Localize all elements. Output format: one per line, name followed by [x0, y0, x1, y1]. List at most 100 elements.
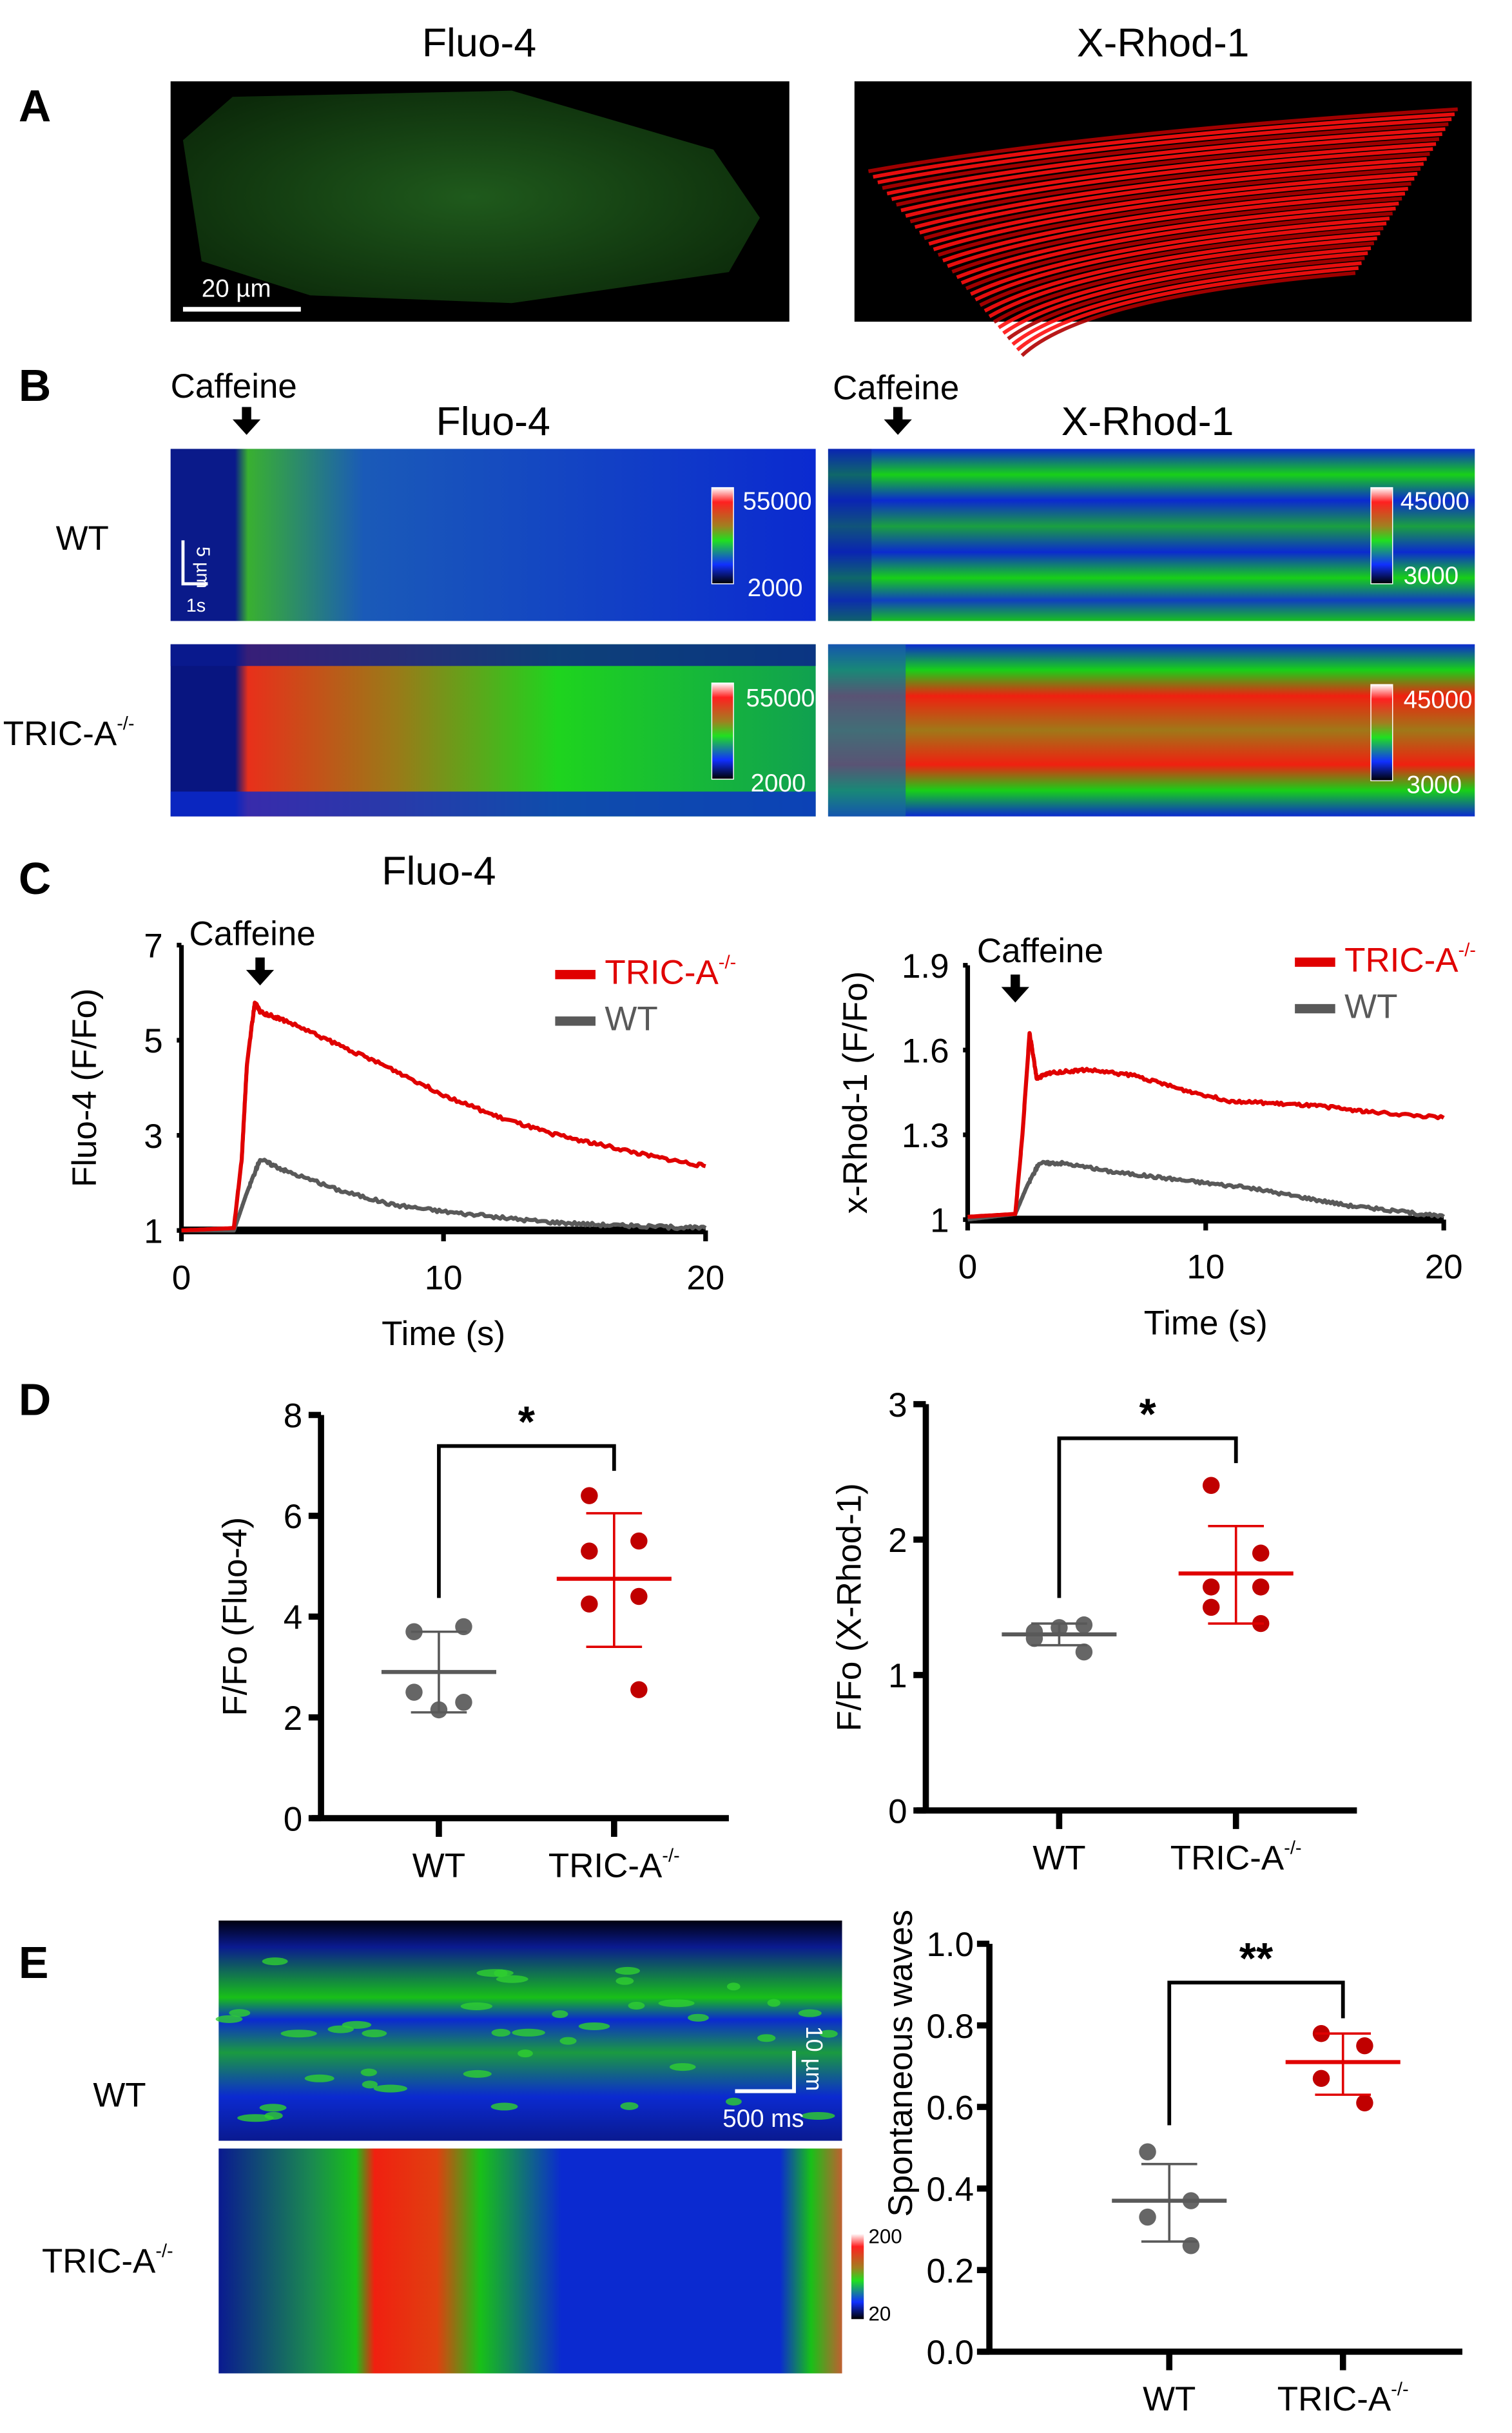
- data-point: [1139, 2208, 1156, 2226]
- fibre: [974, 221, 1387, 302]
- y-tick-label: 4: [284, 1599, 302, 1637]
- y-tick-label: 1: [144, 1212, 162, 1250]
- data-point: [1202, 1477, 1220, 1494]
- y-tick-label: 3: [888, 1386, 907, 1424]
- x-tick-label: TRIC-A-/-: [1170, 1838, 1302, 1877]
- wave-spark: [496, 1975, 528, 1983]
- y-axis-label: F/Fo (Fluo-4): [217, 1517, 255, 1716]
- scale-bar-x-label: 500 ms: [722, 2105, 804, 2133]
- wave-spark: [669, 2063, 696, 2071]
- y-tick-label: 0.8: [926, 2008, 974, 2046]
- wave-spark: [552, 2010, 568, 2019]
- wave-spark: [726, 2097, 742, 2106]
- svg-text:2000: 2000: [751, 770, 806, 797]
- svg-text:2000: 2000: [748, 574, 803, 602]
- x-axis-label: Time (s): [1144, 1304, 1268, 1342]
- panel-a-title-fluo4: Fluo-4: [422, 21, 536, 66]
- colorbar-xrhod1-wt: 45000 3000: [1370, 487, 1469, 590]
- svg-text:45000: 45000: [1404, 686, 1473, 713]
- wave-spark: [559, 2037, 577, 2045]
- legend-swatch: [555, 1016, 596, 1026]
- panel-label-d: D: [19, 1374, 51, 1424]
- fibre: [900, 142, 1437, 213]
- y-tick-label: 0.2: [926, 2252, 974, 2290]
- wave-spark: [215, 2015, 243, 2023]
- scale-bar-y-label: 10 µm: [801, 2026, 828, 2091]
- svg-text:55000: 55000: [743, 487, 812, 515]
- wave-spark: [615, 1966, 640, 1975]
- wave-spark: [767, 1999, 780, 2007]
- wave-spark: [798, 2009, 822, 2017]
- fibre: [993, 241, 1375, 324]
- row-label-wt: WT: [93, 2077, 146, 2115]
- caffeine-label: Caffeine: [977, 932, 1103, 970]
- scale-bar-label: 20 µm: [202, 275, 271, 303]
- caffeine-label: Caffeine: [189, 915, 316, 953]
- x-tick-label: TRIC-A-/-: [548, 1846, 680, 1885]
- panel-b-title-fluo4: Fluo-4: [436, 399, 550, 444]
- colorbar-fluo4-wt: 55000 2000: [711, 487, 812, 602]
- fibre: [979, 226, 1384, 307]
- fibre: [997, 246, 1371, 329]
- linescan-xrhod1-tric: [828, 644, 1475, 817]
- x-tick-label: 20: [686, 1259, 724, 1297]
- scale-bar: [735, 2051, 796, 2093]
- scale-bar-x-label: 1s: [186, 596, 206, 616]
- wave-spark: [229, 2009, 251, 2017]
- y-tick-label: 1: [888, 1657, 907, 1695]
- y-tick-label: 1.3: [902, 1117, 949, 1155]
- fibre: [1002, 251, 1368, 335]
- wave-spark: [360, 2068, 377, 2077]
- significance-bracket: [1057, 1436, 1238, 1598]
- linescan-xrhod1-wt: [828, 449, 1475, 621]
- chart-xrhod1-peak: 0 1 2 3 F/Fo (X-Rhod-1) WT TRIC-A-/- *: [830, 1386, 1357, 1877]
- wave-spark: [512, 2028, 545, 2037]
- significance-marker: *: [1139, 1390, 1156, 1439]
- y-axis-label: Spontaneous waves: [882, 1910, 920, 2217]
- chart-xrhod1-trace: 1 1.3 1.6 1.9 0 10 20 Time (s) x-Rhod-1 (F/Fo) Ca…: [837, 932, 1476, 1342]
- legend-label: TRIC-A-/-: [1344, 940, 1476, 980]
- linescan-waves-tric: [218, 2148, 842, 2374]
- x-tick-label: TRIC-A-/-: [1277, 2379, 1409, 2418]
- fibre: [1007, 256, 1365, 340]
- wave-spark: [620, 2102, 639, 2110]
- fibre: [988, 236, 1377, 318]
- fibre: [877, 117, 1452, 184]
- wave-spark: [259, 2104, 287, 2112]
- wave-spark: [362, 2029, 387, 2037]
- wave-spark: [491, 2028, 510, 2037]
- legend-label: WT: [605, 1000, 657, 1038]
- arrow-down-icon: [884, 407, 912, 435]
- fibre: [933, 177, 1415, 251]
- wave-spark: [264, 2111, 283, 2120]
- wave-spark: [615, 1977, 634, 1985]
- x-tick-label: 20: [1425, 1248, 1463, 1286]
- wave-spark: [757, 2034, 776, 2042]
- data-point: [1356, 2094, 1373, 2112]
- fibre: [909, 151, 1430, 224]
- data-point: [1202, 1598, 1220, 1616]
- panel-b-title-xrhod1: X-Rhod-1: [1061, 399, 1234, 444]
- data-point: [1075, 1643, 1093, 1661]
- data-point: [630, 1532, 648, 1550]
- wave-spark: [518, 2050, 533, 2058]
- y-tick-label: 8: [284, 1397, 302, 1435]
- y-axis-label: x-Rhod-1 (F/Fo): [837, 971, 875, 1214]
- series-line-wt: [967, 1159, 1446, 1222]
- legend-label: WT: [1344, 988, 1397, 1026]
- svg-text:20: 20: [868, 2303, 891, 2325]
- y-tick-label: 0.4: [926, 2171, 974, 2209]
- wave-spark: [688, 2013, 709, 2022]
- data-point: [581, 1595, 598, 1613]
- fibre: [956, 201, 1399, 280]
- x-tick-label: WT: [1143, 2380, 1196, 2418]
- arrow-down-icon: [246, 957, 275, 985]
- svg-text:55000: 55000: [746, 684, 815, 712]
- fibre: [960, 206, 1396, 285]
- y-tick-label: 1.6: [902, 1032, 949, 1070]
- chart-fluo4-peak: 0 2 4 6 8 F/Fo (Fluo-4) WT TRIC-A-/- *: [217, 1397, 729, 1885]
- y-tick-label: 1.9: [902, 947, 949, 985]
- data-point: [581, 1487, 598, 1504]
- y-tick-label: 0.0: [926, 2334, 974, 2372]
